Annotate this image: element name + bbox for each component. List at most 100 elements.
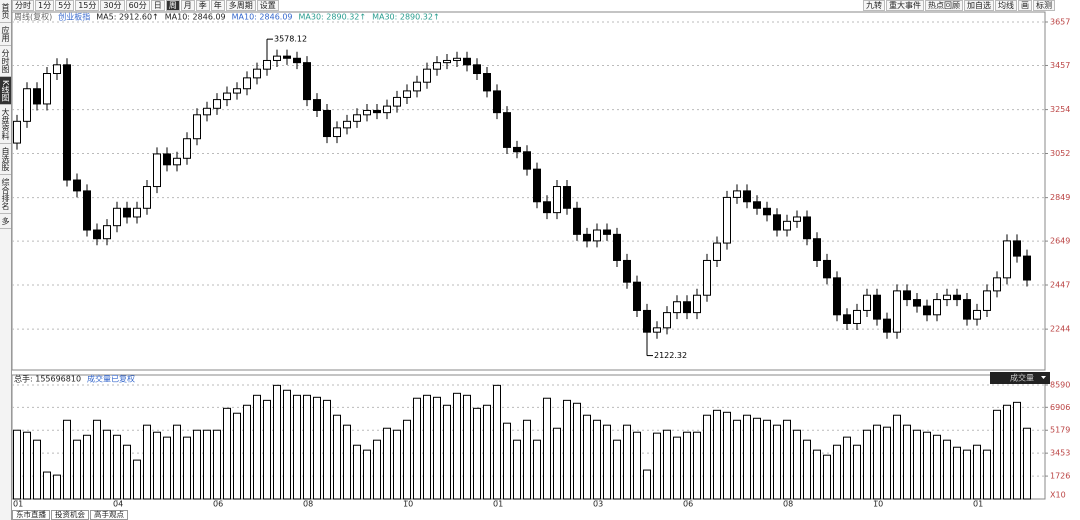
candle-body xyxy=(73,179,81,192)
period-tab[interactable]: 季 xyxy=(195,0,210,11)
sidebar-item[interactable]: 首页 xyxy=(0,0,11,23)
candle-body xyxy=(743,190,751,203)
volume-bar xyxy=(203,429,211,500)
candle-body xyxy=(593,229,601,242)
volume-bar xyxy=(313,396,321,500)
period-tab[interactable]: 月 xyxy=(180,0,195,11)
volume-bar xyxy=(603,424,611,500)
volume-bar xyxy=(473,407,481,500)
sidebar-item[interactable]: K线图 xyxy=(0,77,11,106)
candle-body xyxy=(553,186,561,214)
candle-body xyxy=(103,225,111,240)
sidebar-item[interactable]: 自选股 xyxy=(0,144,11,176)
sidebar-item[interactable]: 应用 xyxy=(0,23,11,46)
volume-bar xyxy=(323,399,331,500)
period-tab[interactable]: 周 xyxy=(165,0,180,11)
period-tab[interactable]: 15分 xyxy=(75,0,100,11)
candle-body xyxy=(873,294,881,320)
candle-body xyxy=(33,88,41,105)
x-tick-label: 03 xyxy=(593,500,603,509)
x-tick-label: 01 xyxy=(13,500,23,509)
sidebar-item[interactable]: 分时图 xyxy=(0,46,11,77)
tool-button[interactable]: 画 xyxy=(1018,0,1032,11)
candle-body xyxy=(823,259,831,279)
volume-bar xyxy=(403,419,411,500)
volume-bar xyxy=(513,439,521,500)
footer-tab[interactable]: 投资机会 xyxy=(51,510,89,520)
candle-body xyxy=(223,92,231,101)
candle-body xyxy=(373,109,381,114)
volume-bar xyxy=(893,414,901,500)
volume-bar xyxy=(703,414,711,500)
volume-bar xyxy=(183,436,191,500)
candle-body xyxy=(653,327,661,333)
volume-bar xyxy=(553,427,561,500)
candle-body xyxy=(123,207,131,218)
candle-body xyxy=(413,81,421,92)
volume-bar xyxy=(593,419,601,500)
volume-bar xyxy=(123,444,131,500)
candle-body xyxy=(603,229,611,235)
volume-bar xyxy=(223,407,231,500)
candle-body xyxy=(893,290,901,333)
volume-bar xyxy=(333,414,341,500)
candle-body xyxy=(843,314,851,324)
period-tab[interactable]: 设置 xyxy=(256,0,279,11)
period-tabs: 分时 1分 5分 15分 30分 60分日周月季年多周期 设置 xyxy=(12,0,280,11)
volume-bar xyxy=(943,439,951,500)
candle-body xyxy=(943,294,951,301)
sidebar-item[interactable]: 综合排名 xyxy=(0,175,11,215)
volume-bar xyxy=(443,404,451,500)
y-tick-label: 3457 xyxy=(1050,61,1070,70)
candle-body xyxy=(233,88,241,94)
tool-button[interactable]: 热点回顾 xyxy=(925,0,963,11)
footer-tab[interactable]: 东市直播 xyxy=(12,510,50,520)
volume-menu-box xyxy=(990,372,1050,384)
volume-bar xyxy=(463,394,471,500)
candle-body xyxy=(323,109,331,138)
period-tab[interactable]: 1分 xyxy=(35,0,55,11)
volume-bar xyxy=(33,439,41,500)
candle-body xyxy=(13,120,21,144)
y-tick-label: 3254 xyxy=(1050,105,1070,114)
volume-bar xyxy=(763,419,771,500)
candle-body xyxy=(283,55,291,59)
period-tab[interactable]: 年 xyxy=(210,0,225,11)
volume-bar xyxy=(743,414,751,500)
volume-bar xyxy=(543,397,551,500)
tool-button[interactable]: 标测 xyxy=(1033,0,1055,11)
y-tick-label: 2849 xyxy=(1050,193,1070,202)
period-tab[interactable]: 多周期 xyxy=(225,0,256,11)
volume-bar xyxy=(633,431,641,500)
tool-button[interactable]: 加自选 xyxy=(964,0,994,11)
menu-arrow xyxy=(1041,376,1046,379)
volume-bar xyxy=(863,429,871,500)
candle-body xyxy=(53,64,61,75)
tool-button[interactable]: 九转 xyxy=(863,0,885,11)
footer-tab[interactable]: 高手观点 xyxy=(90,510,128,520)
volume-bar xyxy=(993,409,1001,500)
legend-item: MA30: 2890.32↑ xyxy=(372,13,440,22)
volume-bar xyxy=(23,431,31,500)
candle-body xyxy=(773,214,781,231)
candle-body xyxy=(163,153,171,166)
candle-body xyxy=(453,57,461,61)
volume-bar xyxy=(903,424,911,500)
period-tab[interactable]: 60分 xyxy=(125,0,150,11)
sidebar-item[interactable]: 多 xyxy=(0,214,11,230)
volume-bar xyxy=(73,439,81,500)
candle-body xyxy=(353,114,361,122)
candle-body xyxy=(193,114,201,140)
tool-button[interactable]: 重大事件 xyxy=(886,0,924,11)
volume-tick-label: 6906 xyxy=(1050,403,1070,412)
volume-bar xyxy=(973,444,981,500)
volume-bar xyxy=(1013,401,1021,500)
volume-bar xyxy=(193,429,201,500)
period-tab[interactable]: 分时 xyxy=(12,0,34,11)
tool-button[interactable]: 均线 xyxy=(995,0,1017,11)
period-tab[interactable]: 30分 xyxy=(100,0,125,11)
sidebar-item[interactable]: 大盘资料 xyxy=(0,105,11,145)
period-tab[interactable]: 日 xyxy=(150,0,165,11)
period-tab[interactable]: 5分 xyxy=(55,0,75,11)
volume-menu: 成交量 xyxy=(1010,373,1034,383)
